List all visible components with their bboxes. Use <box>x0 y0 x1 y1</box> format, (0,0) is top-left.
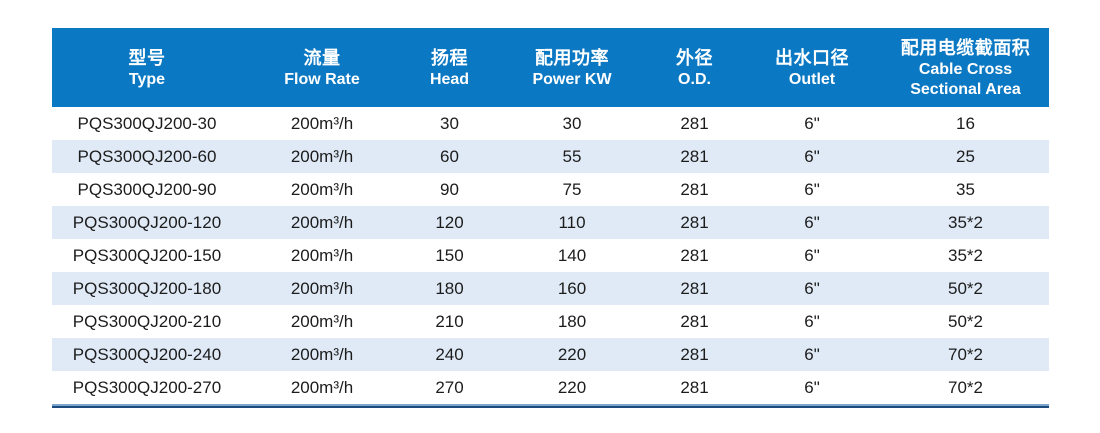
column-header-head: 扬程 Head <box>402 28 497 107</box>
cell-power: 180 <box>557 311 587 331</box>
cell-model: PQS300QJ200-180 <box>72 278 222 298</box>
table-body: PQS300QJ200-30 200m³/h 30 30 281 6" 16 PQS300QJ… <box>52 107 1049 404</box>
cell-model: PQS300QJ200-90 <box>77 179 217 199</box>
cell-od: 281 <box>680 146 709 166</box>
cell-head: 240 <box>435 344 464 364</box>
column-header-cable-zh: 配用电缆截面积 <box>900 37 1031 58</box>
table-row: PQS300QJ200-120 200m³/h 120 110 281 6" 35*2 <box>52 206 1049 239</box>
cell-cable: 35*2 <box>948 245 983 265</box>
cell-head: 210 <box>435 311 464 331</box>
cell-flow: 200m³/h <box>290 113 354 133</box>
table-row: PQS300QJ200-270 200m³/h 270 220 281 6" 70*2 <box>52 371 1049 404</box>
cell-power: 220 <box>557 377 587 397</box>
table-row: PQS300QJ200-30 200m³/h 30 30 281 6" 16 <box>52 107 1049 140</box>
cell-cable: 35 <box>956 179 975 199</box>
cell-head: 150 <box>435 245 464 265</box>
column-header-flow: 流量 Flow Rate <box>242 28 402 107</box>
table-row: PQS300QJ200-150 200m³/h 150 140 281 6" 35*2 <box>52 239 1049 272</box>
cell-head: 90 <box>440 179 459 199</box>
cell-head: 270 <box>435 377 464 397</box>
cell-power: 220 <box>557 344 587 364</box>
cell-outlet: 6" <box>804 113 820 133</box>
cell-model: PQS300QJ200-240 <box>72 344 222 364</box>
cell-od: 281 <box>680 344 709 364</box>
cell-od: 281 <box>680 311 709 331</box>
cell-power: 140 <box>557 245 587 265</box>
cell-od: 281 <box>680 179 709 199</box>
cell-flow: 200m³/h <box>290 245 354 265</box>
column-header-outlet-zh: 出水口径 <box>775 47 849 68</box>
column-header-flow-en: Flow Rate <box>284 70 360 88</box>
cell-flow: 200m³/h <box>290 212 354 232</box>
column-header-cable: 配用电缆截面积 Cable Cross Sectional Area <box>882 28 1049 107</box>
cell-od: 281 <box>680 113 709 133</box>
cell-power: 55 <box>562 146 582 166</box>
column-header-power: 配用功率 Power KW <box>497 28 647 107</box>
cell-outlet: 6" <box>804 212 820 232</box>
cell-power: 110 <box>558 212 586 232</box>
column-header-head-en: Head <box>429 70 470 88</box>
column-header-type-zh: 型号 <box>128 47 166 68</box>
cell-cable: 70*2 <box>948 377 983 397</box>
cell-power: 160 <box>557 278 587 298</box>
column-header-od: 外径 O.D. <box>647 28 742 107</box>
cell-model: PQS300QJ200-270 <box>72 377 222 397</box>
cell-flow: 200m³/h <box>290 146 354 166</box>
cell-cable: 16 <box>956 113 975 133</box>
cell-flow: 200m³/h <box>290 377 354 397</box>
cell-flow: 200m³/h <box>290 311 354 331</box>
cell-model: PQS300QJ200-30 <box>77 113 217 133</box>
cell-cable: 50*2 <box>948 311 983 331</box>
cell-head: 30 <box>440 113 459 133</box>
cell-power: 75 <box>562 179 582 199</box>
cell-od: 281 <box>680 278 709 298</box>
column-header-outlet: 出水口径 Outlet <box>742 28 882 107</box>
cell-outlet: 6" <box>804 344 820 364</box>
cell-od: 281 <box>680 377 709 397</box>
cell-cable: 35*2 <box>948 212 983 232</box>
column-header-outlet-en: Outlet <box>788 70 836 88</box>
spec-table: 型号 Type 流量 Flow Rate 扬程 Head 配用功率 Power KW 外径 O.D… <box>52 28 1049 404</box>
table-row: PQS300QJ200-90 200m³/h 90 75 281 6" 35 <box>52 173 1049 206</box>
column-header-power-zh: 配用功率 <box>535 47 609 68</box>
cell-outlet: 6" <box>804 377 820 397</box>
cell-od: 281 <box>680 212 709 232</box>
column-header-od-zh: 外径 <box>676 47 713 68</box>
cell-cable: 70*2 <box>948 344 983 364</box>
cell-flow: 200m³/h <box>290 344 354 364</box>
cell-head: 120 <box>435 212 464 232</box>
table-row: PQS300QJ200-60 200m³/h 60 55 281 6" 25 <box>52 140 1049 173</box>
cell-head: 180 <box>435 278 464 298</box>
cell-head: 60 <box>440 146 459 166</box>
table-bottom-border <box>52 404 1049 408</box>
column-header-head-zh: 扬程 <box>431 47 468 68</box>
cell-model: PQS300QJ200-60 <box>77 146 217 166</box>
cell-outlet: 6" <box>804 245 820 265</box>
cell-flow: 200m³/h <box>290 278 354 298</box>
cell-flow: 200m³/h <box>290 179 354 199</box>
column-header-type: 型号 Type <box>52 28 242 107</box>
cell-outlet: 6" <box>804 179 820 199</box>
cell-outlet: 6" <box>804 146 820 166</box>
column-header-power-en: Power KW <box>532 70 612 88</box>
column-header-cable-en: Cable Cross Sectional Area <box>910 61 1021 98</box>
header-row: 型号 Type 流量 Flow Rate 扬程 Head 配用功率 Power KW 外径 O.D… <box>52 28 1049 107</box>
column-header-type-en: Type <box>128 70 166 88</box>
pump-spec-table: 型号 Type 流量 Flow Rate 扬程 Head 配用功率 Power KW 外径 O.D… <box>52 28 1049 408</box>
cell-cable: 50*2 <box>948 278 983 298</box>
cell-od: 281 <box>680 245 709 265</box>
cell-cable: 25 <box>956 146 975 166</box>
column-header-od-en: O.D. <box>678 70 711 88</box>
cell-power: 30 <box>562 113 582 133</box>
cell-model: PQS300QJ200-120 <box>72 212 222 232</box>
cell-model: PQS300QJ200-210 <box>72 311 222 331</box>
cell-model: PQS300QJ200-150 <box>72 245 222 265</box>
cell-outlet: 6" <box>804 311 820 331</box>
table-row: PQS300QJ200-240 200m³/h 240 220 281 6" 70*2 <box>52 338 1049 371</box>
table-row: PQS300QJ200-180 200m³/h 180 160 281 6" 50*2 <box>52 272 1049 305</box>
cell-outlet: 6" <box>804 278 820 298</box>
table-row: PQS300QJ200-210 200m³/h 210 180 281 6" 50*2 <box>52 305 1049 338</box>
column-header-flow-zh: 流量 <box>303 47 341 68</box>
